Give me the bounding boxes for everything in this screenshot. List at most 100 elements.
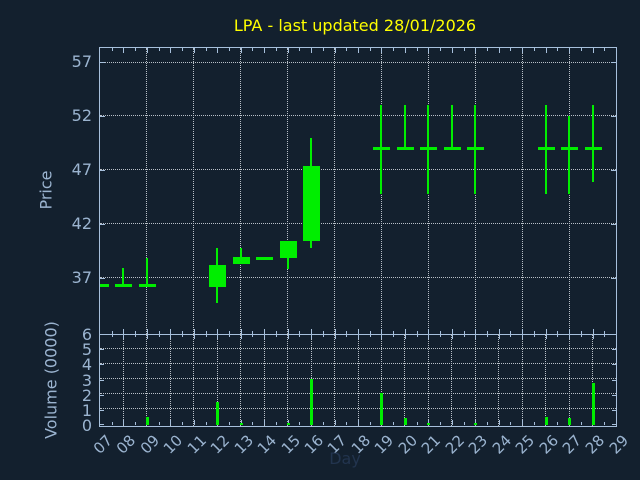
volume-gridline-v [568, 334, 570, 426]
x-tick-mark [428, 334, 430, 339]
x-tick-mark [404, 48, 406, 53]
x-tick-mark [111, 422, 113, 425]
x-tick-label: 12 [207, 431, 234, 458]
candle-body-day-9 [138, 283, 156, 287]
x-tick-mark [205, 422, 207, 425]
x-tick-mark [229, 334, 230, 337]
x-tick-mark [205, 331, 207, 334]
x-tick-label: 10 [160, 431, 187, 458]
price-gridline-h [100, 277, 616, 279]
price-tick-label: 47 [71, 159, 92, 179]
x-tick-mark [217, 329, 219, 334]
x-tick-mark [381, 48, 383, 53]
y-tick-mark [612, 349, 616, 351]
x-tick-mark [475, 420, 477, 425]
x-tick-mark [299, 334, 301, 337]
x-tick-mark [475, 48, 477, 53]
volume-gridline-v [498, 334, 500, 426]
volume-tick-label: 6 [81, 325, 92, 344]
x-tick-mark [275, 48, 277, 51]
x-tick-mark [381, 329, 383, 334]
x-tick-label: 08 [113, 431, 140, 458]
x-tick-mark [580, 422, 582, 425]
y-tick-mark [612, 364, 616, 366]
price-gridline-v [334, 48, 336, 334]
x-tick-mark [510, 48, 512, 51]
volume-gridline-v [240, 334, 242, 426]
x-tick-label: 15 [277, 431, 304, 458]
x-tick-label: 24 [488, 431, 515, 458]
volume-bar-day-28 [591, 383, 595, 425]
chart-title: LPA - last updated 28/01/2026 [233, 16, 477, 35]
x-tick-mark [158, 334, 160, 337]
x-tick-mark [463, 48, 465, 51]
x-tick-mark [440, 422, 442, 425]
candle-body-day-8 [115, 283, 133, 287]
volume-gridline-v [357, 334, 359, 426]
x-tick-mark [463, 422, 465, 425]
x-tick-mark [111, 331, 113, 334]
x-tick-mark [404, 329, 406, 334]
x-tick-mark [569, 48, 571, 53]
x-tick-mark [451, 48, 453, 53]
y-tick-mark [100, 349, 104, 351]
x-tick-mark [240, 48, 242, 53]
volume-tick-label: 5 [81, 340, 92, 360]
x-tick-mark [545, 329, 547, 334]
x-tick-mark [440, 48, 442, 51]
x-tick-mark [451, 420, 453, 425]
volume-bar-day-12 [216, 402, 220, 425]
x-tick-mark [416, 48, 418, 51]
x-tick-mark [604, 48, 606, 51]
volume-bar-day-16 [310, 378, 314, 425]
x-tick-mark [287, 420, 289, 425]
x-tick-mark [440, 331, 442, 334]
volume-gridline-v [404, 334, 406, 426]
y-tick-mark [612, 334, 616, 335]
x-tick-mark [135, 331, 137, 334]
x-tick-label: 22 [441, 431, 468, 458]
y-tick-mark [611, 223, 616, 225]
x-tick-mark [287, 329, 289, 334]
x-tick-mark [451, 334, 453, 339]
volume-tick-label: 3 [81, 370, 92, 390]
price-gridline-v [287, 48, 289, 334]
x-tick-mark [580, 331, 582, 334]
x-tick-mark [533, 48, 535, 51]
x-tick-mark [393, 331, 395, 334]
volume-gridline-v [545, 334, 547, 426]
day-axis-label: Day [329, 449, 361, 468]
x-tick-mark [252, 331, 254, 334]
x-tick-label: 28 [582, 431, 609, 458]
candle-body-day-14 [256, 256, 274, 260]
x-tick-mark [322, 331, 324, 334]
x-tick-mark [193, 420, 195, 425]
x-tick-mark [498, 329, 500, 334]
price-tick-label: 37 [71, 267, 92, 287]
y-tick-mark [612, 424, 616, 425]
x-tick-mark [229, 48, 230, 51]
y-tick-mark [100, 62, 105, 64]
x-tick-mark [440, 334, 442, 337]
x-tick-mark [264, 329, 266, 334]
price-gridline-h [100, 169, 616, 171]
x-tick-mark [146, 329, 148, 334]
x-tick-label: 14 [253, 431, 281, 458]
volume-panel [99, 334, 617, 427]
volume-gridline-v [521, 334, 523, 426]
x-tick-mark [358, 420, 359, 425]
x-tick-mark [428, 329, 430, 334]
y-tick-mark [612, 394, 616, 396]
volume-bar-day-13 [239, 422, 243, 425]
y-tick-mark [100, 364, 104, 366]
x-tick-mark [522, 329, 524, 334]
x-tick-mark [264, 420, 266, 425]
x-tick-mark [334, 420, 336, 425]
x-tick-mark [182, 422, 184, 425]
volume-tick-label: 0 [81, 416, 92, 435]
price-tick-label: 42 [71, 213, 92, 233]
x-tick-label: 25 [511, 431, 539, 458]
x-tick-mark [545, 48, 547, 53]
x-tick-mark [346, 48, 348, 51]
